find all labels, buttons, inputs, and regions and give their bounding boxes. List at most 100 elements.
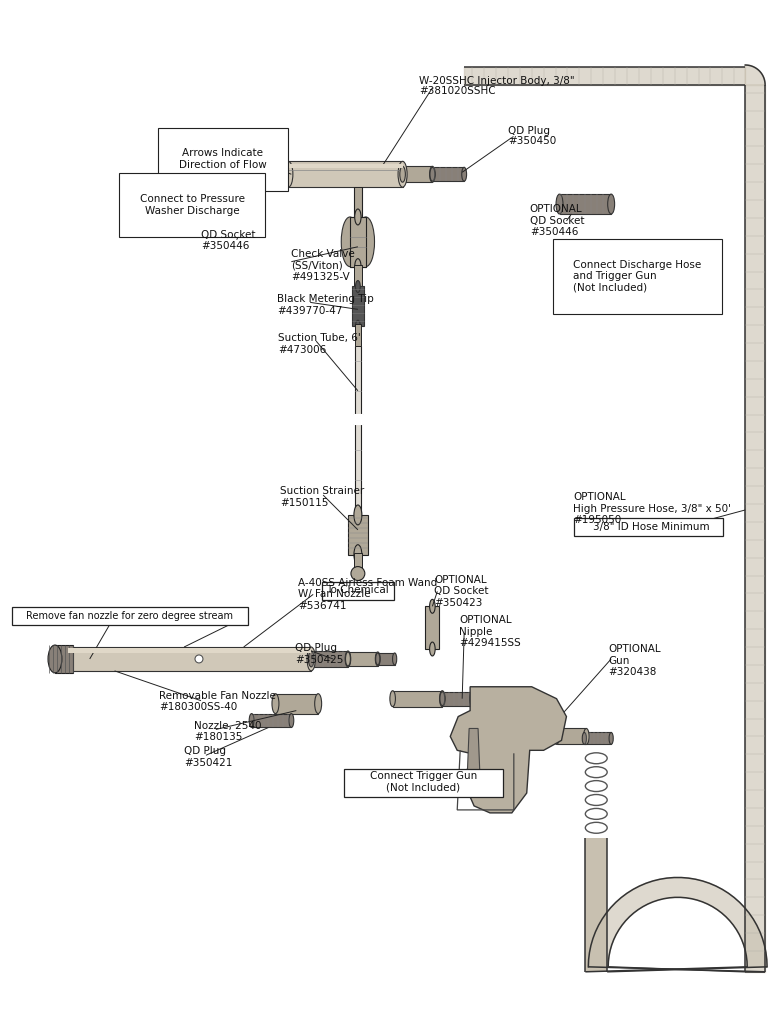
Circle shape	[195, 655, 203, 663]
FancyBboxPatch shape	[344, 769, 503, 797]
Ellipse shape	[169, 164, 179, 185]
Text: Connect to Pressure
Washer Discharge: Connect to Pressure Washer Discharge	[140, 194, 244, 216]
Ellipse shape	[430, 166, 435, 183]
Ellipse shape	[430, 599, 435, 613]
Polygon shape	[588, 878, 767, 967]
Ellipse shape	[171, 164, 178, 185]
Bar	[275, 694, 318, 713]
Ellipse shape	[398, 161, 407, 188]
Ellipse shape	[48, 645, 62, 673]
Text: Connect Trigger Gun
(Not Included): Connect Trigger Gun (Not Included)	[370, 771, 477, 793]
Ellipse shape	[355, 258, 361, 274]
Ellipse shape	[357, 217, 374, 266]
Text: OPTIONAL
QD Socket
#350446: OPTIONAL QD Socket #350446	[530, 204, 584, 237]
Bar	[350, 217, 366, 266]
Ellipse shape	[200, 164, 207, 185]
Ellipse shape	[256, 167, 261, 182]
Ellipse shape	[376, 653, 380, 665]
Text: Remove fan nozzle for zero degree stream: Remove fan nozzle for zero degree stream	[26, 611, 233, 622]
Ellipse shape	[249, 713, 254, 727]
Ellipse shape	[64, 647, 72, 671]
Text: OPTIONAL
QD Socket
#350423: OPTIONAL QD Socket #350423	[434, 574, 489, 607]
Text: Removable Fan Nozzle
#180300SS-40: Removable Fan Nozzle #180300SS-40	[159, 691, 276, 712]
Ellipse shape	[392, 653, 397, 665]
Ellipse shape	[307, 647, 315, 671]
Text: Connect Discharge Hose
and Trigger Gun
(Not Included): Connect Discharge Hose and Trigger Gun (…	[573, 259, 702, 293]
Text: Nozzle, 2540
#180135: Nozzle, 2540 #180135	[194, 720, 261, 743]
Polygon shape	[745, 65, 765, 85]
Ellipse shape	[470, 692, 474, 705]
Ellipse shape	[556, 194, 563, 214]
Text: #381020SSHC: #381020SSHC	[420, 86, 496, 96]
Bar	[584, 733, 612, 745]
Ellipse shape	[289, 713, 294, 727]
Bar	[585, 837, 607, 972]
Ellipse shape	[582, 733, 587, 745]
Ellipse shape	[375, 652, 380, 666]
Ellipse shape	[608, 194, 615, 214]
Bar	[353, 414, 363, 424]
Text: W-20SSHC Injector Body, 3/8": W-20SSHC Injector Body, 3/8"	[420, 76, 575, 86]
Ellipse shape	[255, 165, 262, 184]
Polygon shape	[450, 687, 566, 813]
Text: A-40SS Airless Foam Wand
W/ Fan Nozzle
#536741: A-40SS Airless Foam Wand W/ Fan Nozzle #…	[298, 577, 438, 610]
Ellipse shape	[308, 651, 314, 667]
Ellipse shape	[609, 733, 613, 745]
Bar	[174, 164, 204, 185]
Ellipse shape	[354, 504, 362, 525]
Polygon shape	[467, 728, 480, 778]
Ellipse shape	[554, 728, 559, 745]
Ellipse shape	[286, 167, 291, 182]
Ellipse shape	[356, 320, 360, 332]
Ellipse shape	[355, 209, 361, 225]
Text: QD Plug: QD Plug	[508, 125, 550, 135]
Bar	[392, 691, 442, 706]
Ellipse shape	[354, 545, 362, 565]
Text: Check Valve
(SS/Viton)
#491325-V: Check Valve (SS/Viton) #491325-V	[292, 249, 355, 282]
Bar	[68, 647, 311, 671]
Bar	[252, 713, 292, 727]
Bar	[378, 653, 395, 665]
Bar	[289, 164, 402, 169]
Text: Suction Strainer
#150115: Suction Strainer #150115	[281, 486, 365, 508]
Bar	[432, 167, 464, 182]
Text: #350450: #350450	[508, 135, 556, 145]
Text: OPTIONAL
Nipple
#429415SS: OPTIONAL Nipple #429415SS	[459, 615, 521, 649]
Bar	[348, 652, 378, 666]
Bar	[354, 188, 362, 217]
Bar	[402, 166, 432, 183]
Text: QD Plug
#350425: QD Plug #350425	[296, 643, 344, 665]
Text: Black Metering Tip
#439770-47: Black Metering Tip #439770-47	[278, 295, 374, 316]
Text: QD Socket
#350446: QD Socket #350446	[201, 230, 256, 251]
Ellipse shape	[390, 691, 395, 706]
Text: Suction Tube, 6'
#473006: Suction Tube, 6' #473006	[278, 333, 361, 355]
Text: QD Plug
#350421: QD Plug #350421	[184, 747, 232, 768]
Ellipse shape	[346, 651, 351, 667]
Bar	[442, 692, 472, 705]
Bar	[354, 553, 362, 571]
Ellipse shape	[430, 167, 434, 182]
Bar	[556, 728, 587, 745]
Bar	[68, 648, 311, 653]
Bar	[355, 346, 361, 515]
Bar	[354, 264, 362, 287]
Bar	[425, 606, 439, 649]
Ellipse shape	[272, 694, 279, 713]
Bar	[355, 324, 361, 346]
Bar	[258, 167, 289, 182]
Ellipse shape	[439, 691, 445, 706]
Ellipse shape	[462, 167, 466, 182]
Ellipse shape	[351, 567, 365, 580]
Ellipse shape	[440, 692, 445, 705]
Ellipse shape	[196, 165, 202, 184]
Ellipse shape	[400, 166, 406, 183]
Text: 3/8" ID Hose Minimum: 3/8" ID Hose Minimum	[593, 522, 709, 532]
Ellipse shape	[430, 642, 435, 656]
Text: OPTIONAL
High Pressure Hose, 3/8" x 50'
#195050: OPTIONAL High Pressure Hose, 3/8" x 50' …	[573, 492, 732, 526]
Ellipse shape	[314, 694, 321, 713]
Text: OPTIONAL
Gun
#320438: OPTIONAL Gun #320438	[608, 644, 661, 677]
Bar	[348, 515, 368, 555]
Bar	[289, 161, 402, 188]
FancyBboxPatch shape	[12, 607, 247, 626]
Bar	[559, 194, 612, 214]
